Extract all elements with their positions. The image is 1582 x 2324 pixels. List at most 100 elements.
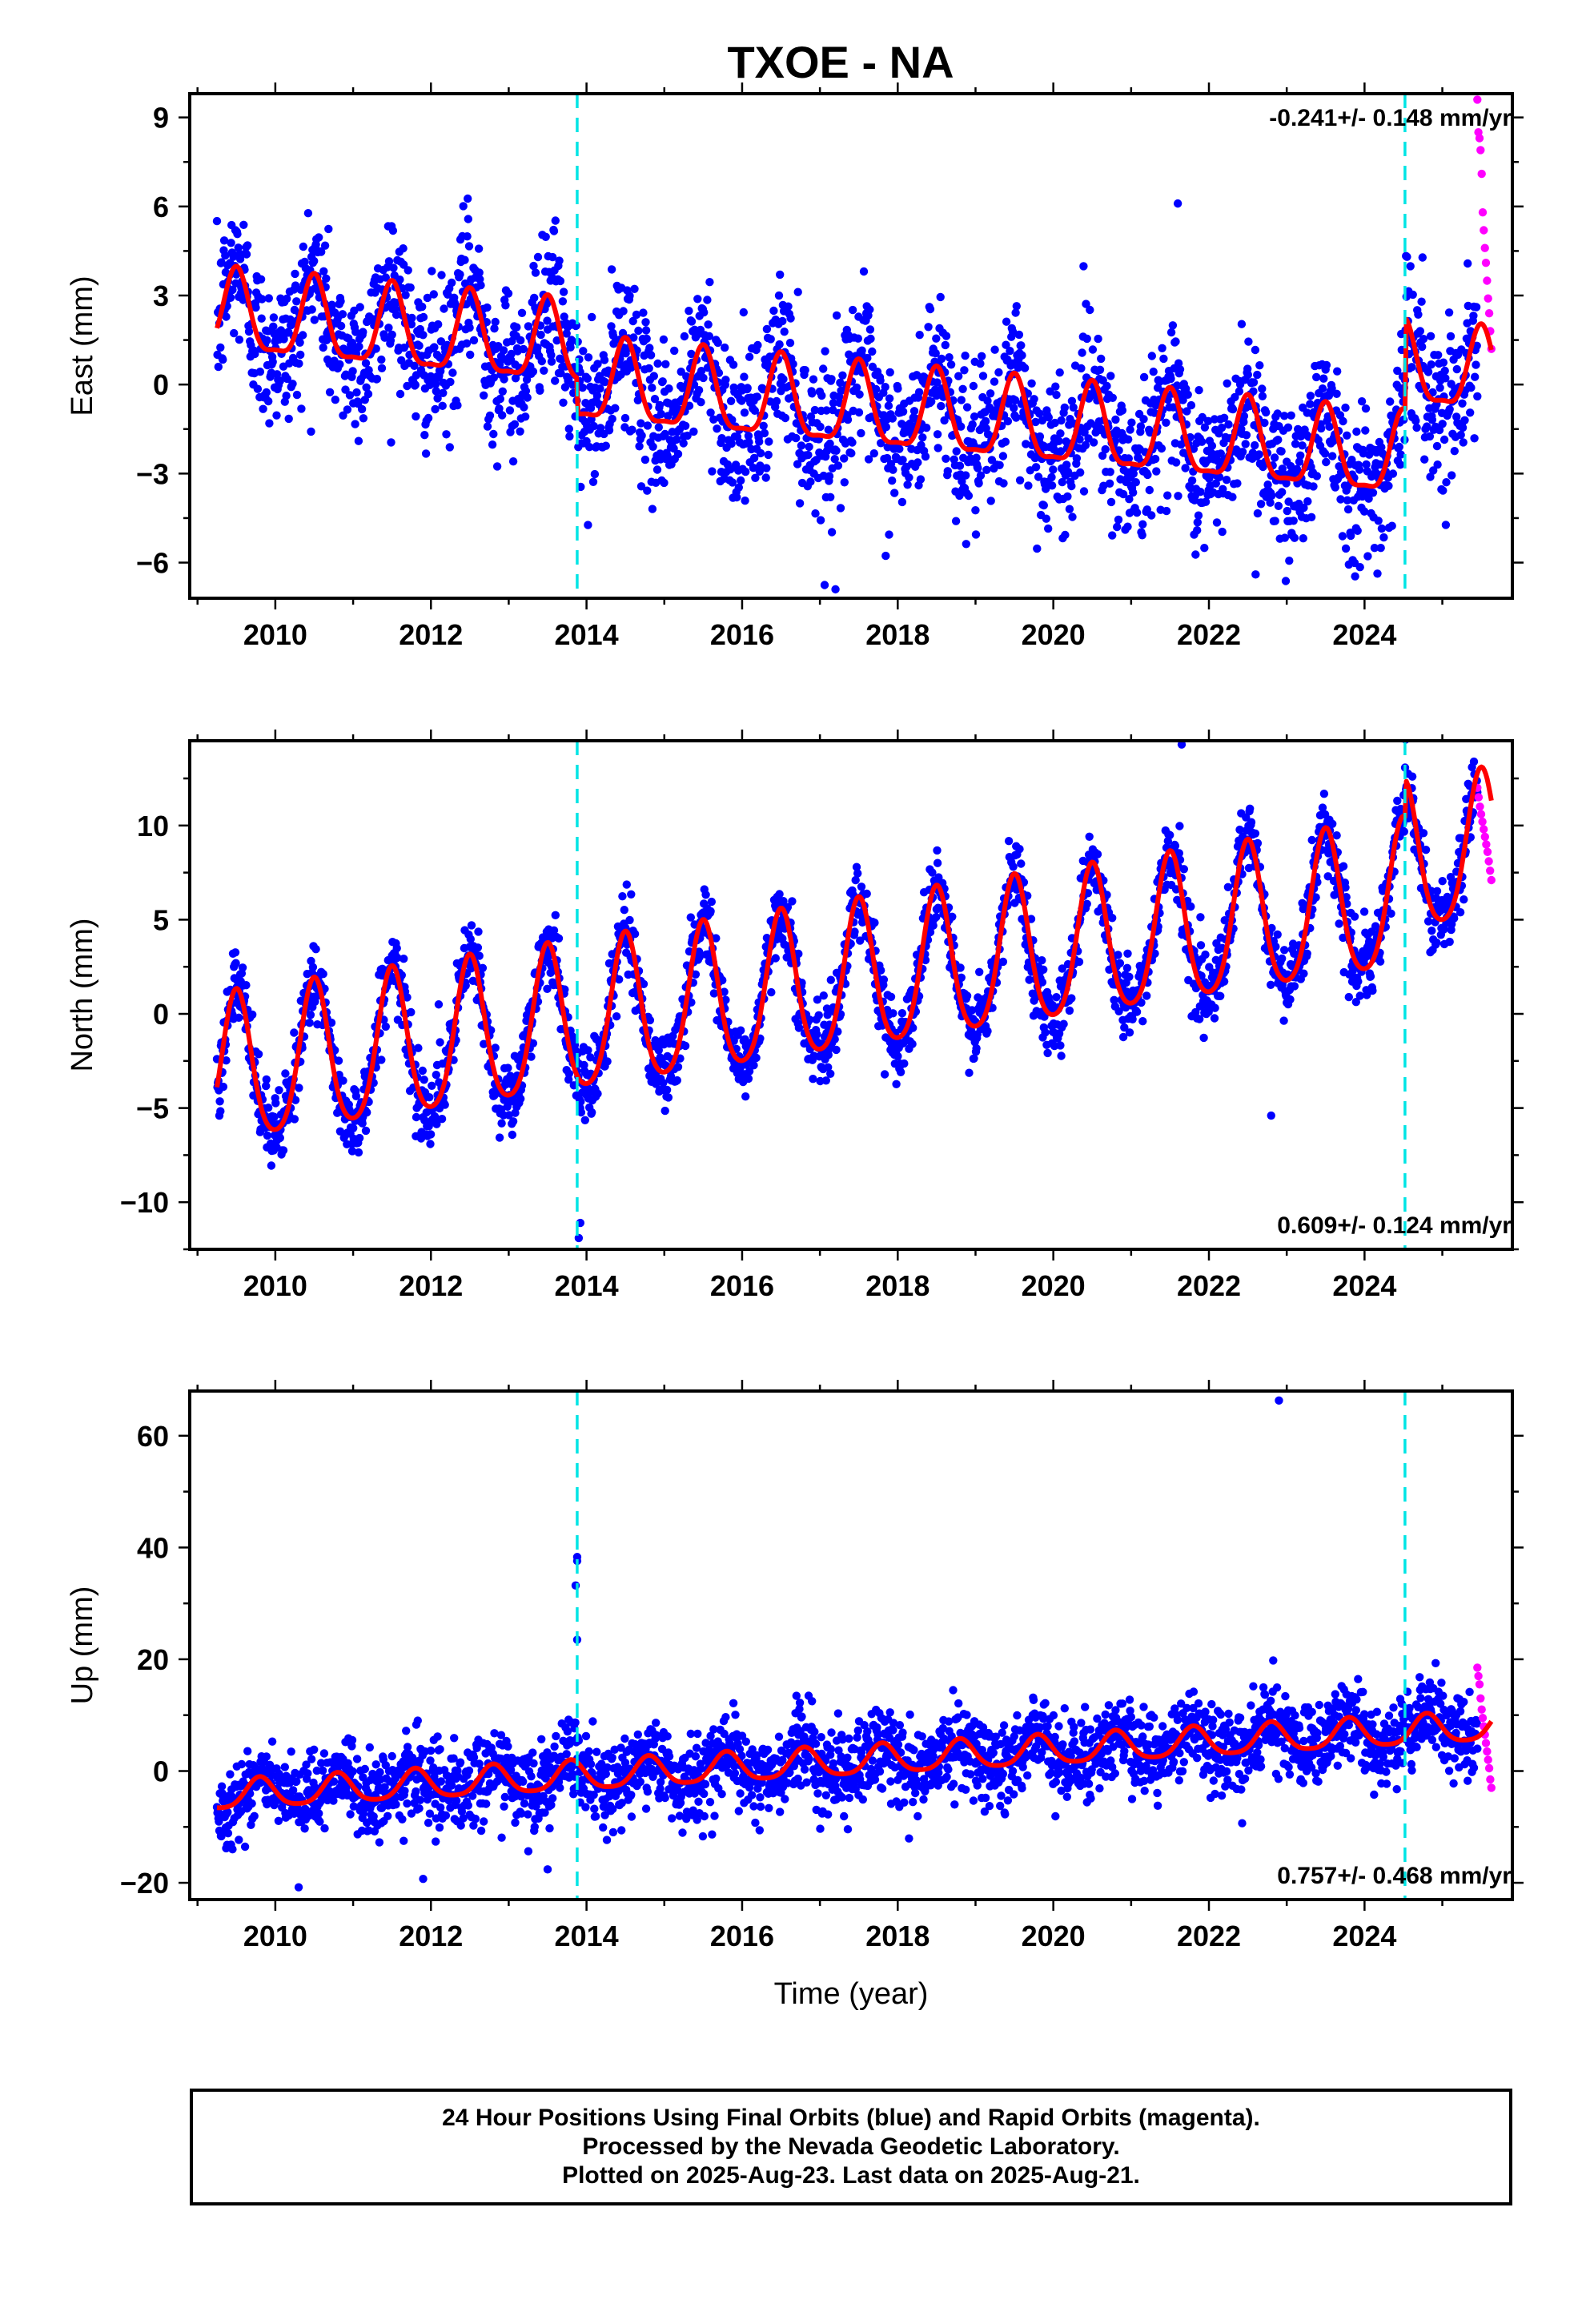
- final-orbit-point: [516, 427, 524, 436]
- final-orbit-point: [850, 927, 859, 936]
- final-orbit-point: [826, 975, 836, 984]
- final-orbit-point: [523, 393, 532, 402]
- final-orbit-point: [1452, 364, 1462, 374]
- final-orbit-point: [1058, 964, 1067, 973]
- final-orbit-point: [881, 551, 890, 561]
- final-orbit-point: [753, 340, 762, 350]
- final-orbit-point: [639, 979, 648, 989]
- final-orbit-point: [271, 1099, 280, 1108]
- final-orbit-point: [419, 331, 428, 340]
- final-orbit-point: [1042, 485, 1050, 493]
- final-orbit-point: [1418, 253, 1427, 262]
- final-orbit-point: [354, 436, 363, 445]
- final-orbit-point: [1193, 526, 1202, 535]
- final-orbit-point: [507, 349, 516, 359]
- final-orbit-point: [1228, 493, 1237, 501]
- final-orbit-point: [238, 963, 247, 972]
- final-orbit-point: [533, 252, 543, 262]
- final-orbit-point: [869, 449, 879, 458]
- final-orbit-point: [998, 957, 1008, 967]
- final-orbit-point: [1442, 478, 1451, 487]
- final-orbit-point: [1471, 372, 1480, 381]
- final-orbit-point: [1299, 503, 1308, 513]
- final-orbit-point: [620, 413, 630, 423]
- final-orbit-point: [1355, 465, 1364, 474]
- final-orbit-point: [319, 343, 327, 352]
- final-orbit-point: [1179, 865, 1189, 874]
- final-orbit-point: [1387, 521, 1396, 530]
- final-orbit-point: [1363, 552, 1372, 561]
- final-orbit-point: [1123, 949, 1132, 959]
- final-orbit-point: [1347, 531, 1355, 541]
- final-orbit-point: [543, 316, 552, 325]
- final-orbit-point: [239, 220, 248, 229]
- final-orbit-point: [1083, 889, 1093, 898]
- final-orbit-point: [687, 349, 696, 359]
- final-orbit-point: [1309, 482, 1318, 491]
- y-tick-label: 0: [153, 368, 169, 401]
- final-orbit-point: [1427, 416, 1437, 424]
- final-orbit-point: [1429, 466, 1438, 475]
- final-orbit-point: [670, 346, 679, 356]
- final-orbit-point: [530, 293, 539, 303]
- final-orbit-point: [604, 426, 614, 435]
- final-orbit-point: [521, 412, 530, 421]
- final-orbit-point: [466, 935, 475, 943]
- final-orbit-point: [1145, 485, 1154, 495]
- final-orbit-point: [1020, 364, 1030, 372]
- final-orbit-point: [497, 1119, 506, 1128]
- final-orbit-point: [649, 372, 658, 380]
- final-orbit-point: [351, 1092, 361, 1101]
- final-orbit-point: [262, 388, 271, 397]
- final-orbit-point: [251, 303, 260, 312]
- final-orbit-point: [793, 287, 802, 296]
- final-orbit-point: [389, 263, 398, 272]
- final-orbit-point: [1415, 327, 1425, 336]
- final-orbit-point: [804, 450, 813, 460]
- final-orbit-point: [1114, 1007, 1123, 1016]
- final-orbit-point: [793, 460, 802, 468]
- final-orbit-point: [1280, 533, 1290, 542]
- final-orbit-point: [927, 397, 936, 406]
- final-orbit-point: [1469, 312, 1478, 320]
- final-orbit-point: [1003, 416, 1013, 426]
- final-orbit-point: [676, 1054, 685, 1063]
- final-orbit-point: [1139, 415, 1148, 424]
- final-orbit-point: [975, 967, 984, 977]
- final-orbit-point: [1255, 361, 1264, 370]
- final-orbit-point: [391, 310, 401, 320]
- final-orbit-point: [317, 247, 326, 256]
- final-orbit-point: [661, 1106, 669, 1116]
- final-orbit-point: [1118, 489, 1128, 499]
- final-orbit-point: [1170, 842, 1180, 850]
- final-orbit-point: [212, 216, 222, 226]
- final-orbit-point: [358, 1119, 367, 1128]
- final-orbit-point: [1114, 951, 1122, 959]
- final-orbit-point: [628, 316, 637, 326]
- final-orbit-point: [972, 453, 981, 462]
- final-orbit-point: [648, 442, 657, 451]
- final-orbit-point: [817, 391, 826, 400]
- final-orbit-point: [1271, 942, 1280, 951]
- final-orbit-point: [1052, 993, 1061, 1002]
- final-orbit-point: [779, 897, 788, 906]
- final-orbit-point: [809, 375, 818, 384]
- final-orbit-point: [295, 1084, 303, 1092]
- y-tick-label: −6: [136, 547, 169, 580]
- final-orbit-point: [612, 1012, 621, 1021]
- final-orbit-point: [1015, 476, 1025, 485]
- final-orbit-point: [1108, 914, 1117, 923]
- final-orbit-point: [888, 476, 897, 485]
- final-orbit-point: [1194, 511, 1203, 520]
- final-orbit-point: [661, 429, 669, 439]
- final-orbit-point: [480, 1039, 488, 1048]
- final-orbit-point: [1303, 949, 1311, 959]
- final-orbit-point: [1312, 372, 1321, 382]
- final-orbit-point: [1095, 365, 1105, 374]
- final-orbit-point: [774, 291, 784, 300]
- final-orbit-point: [893, 384, 902, 393]
- final-orbit-point: [648, 384, 656, 392]
- final-orbit-point: [1280, 412, 1289, 420]
- final-orbit-point: [480, 391, 488, 400]
- final-orbit-point: [752, 1053, 761, 1063]
